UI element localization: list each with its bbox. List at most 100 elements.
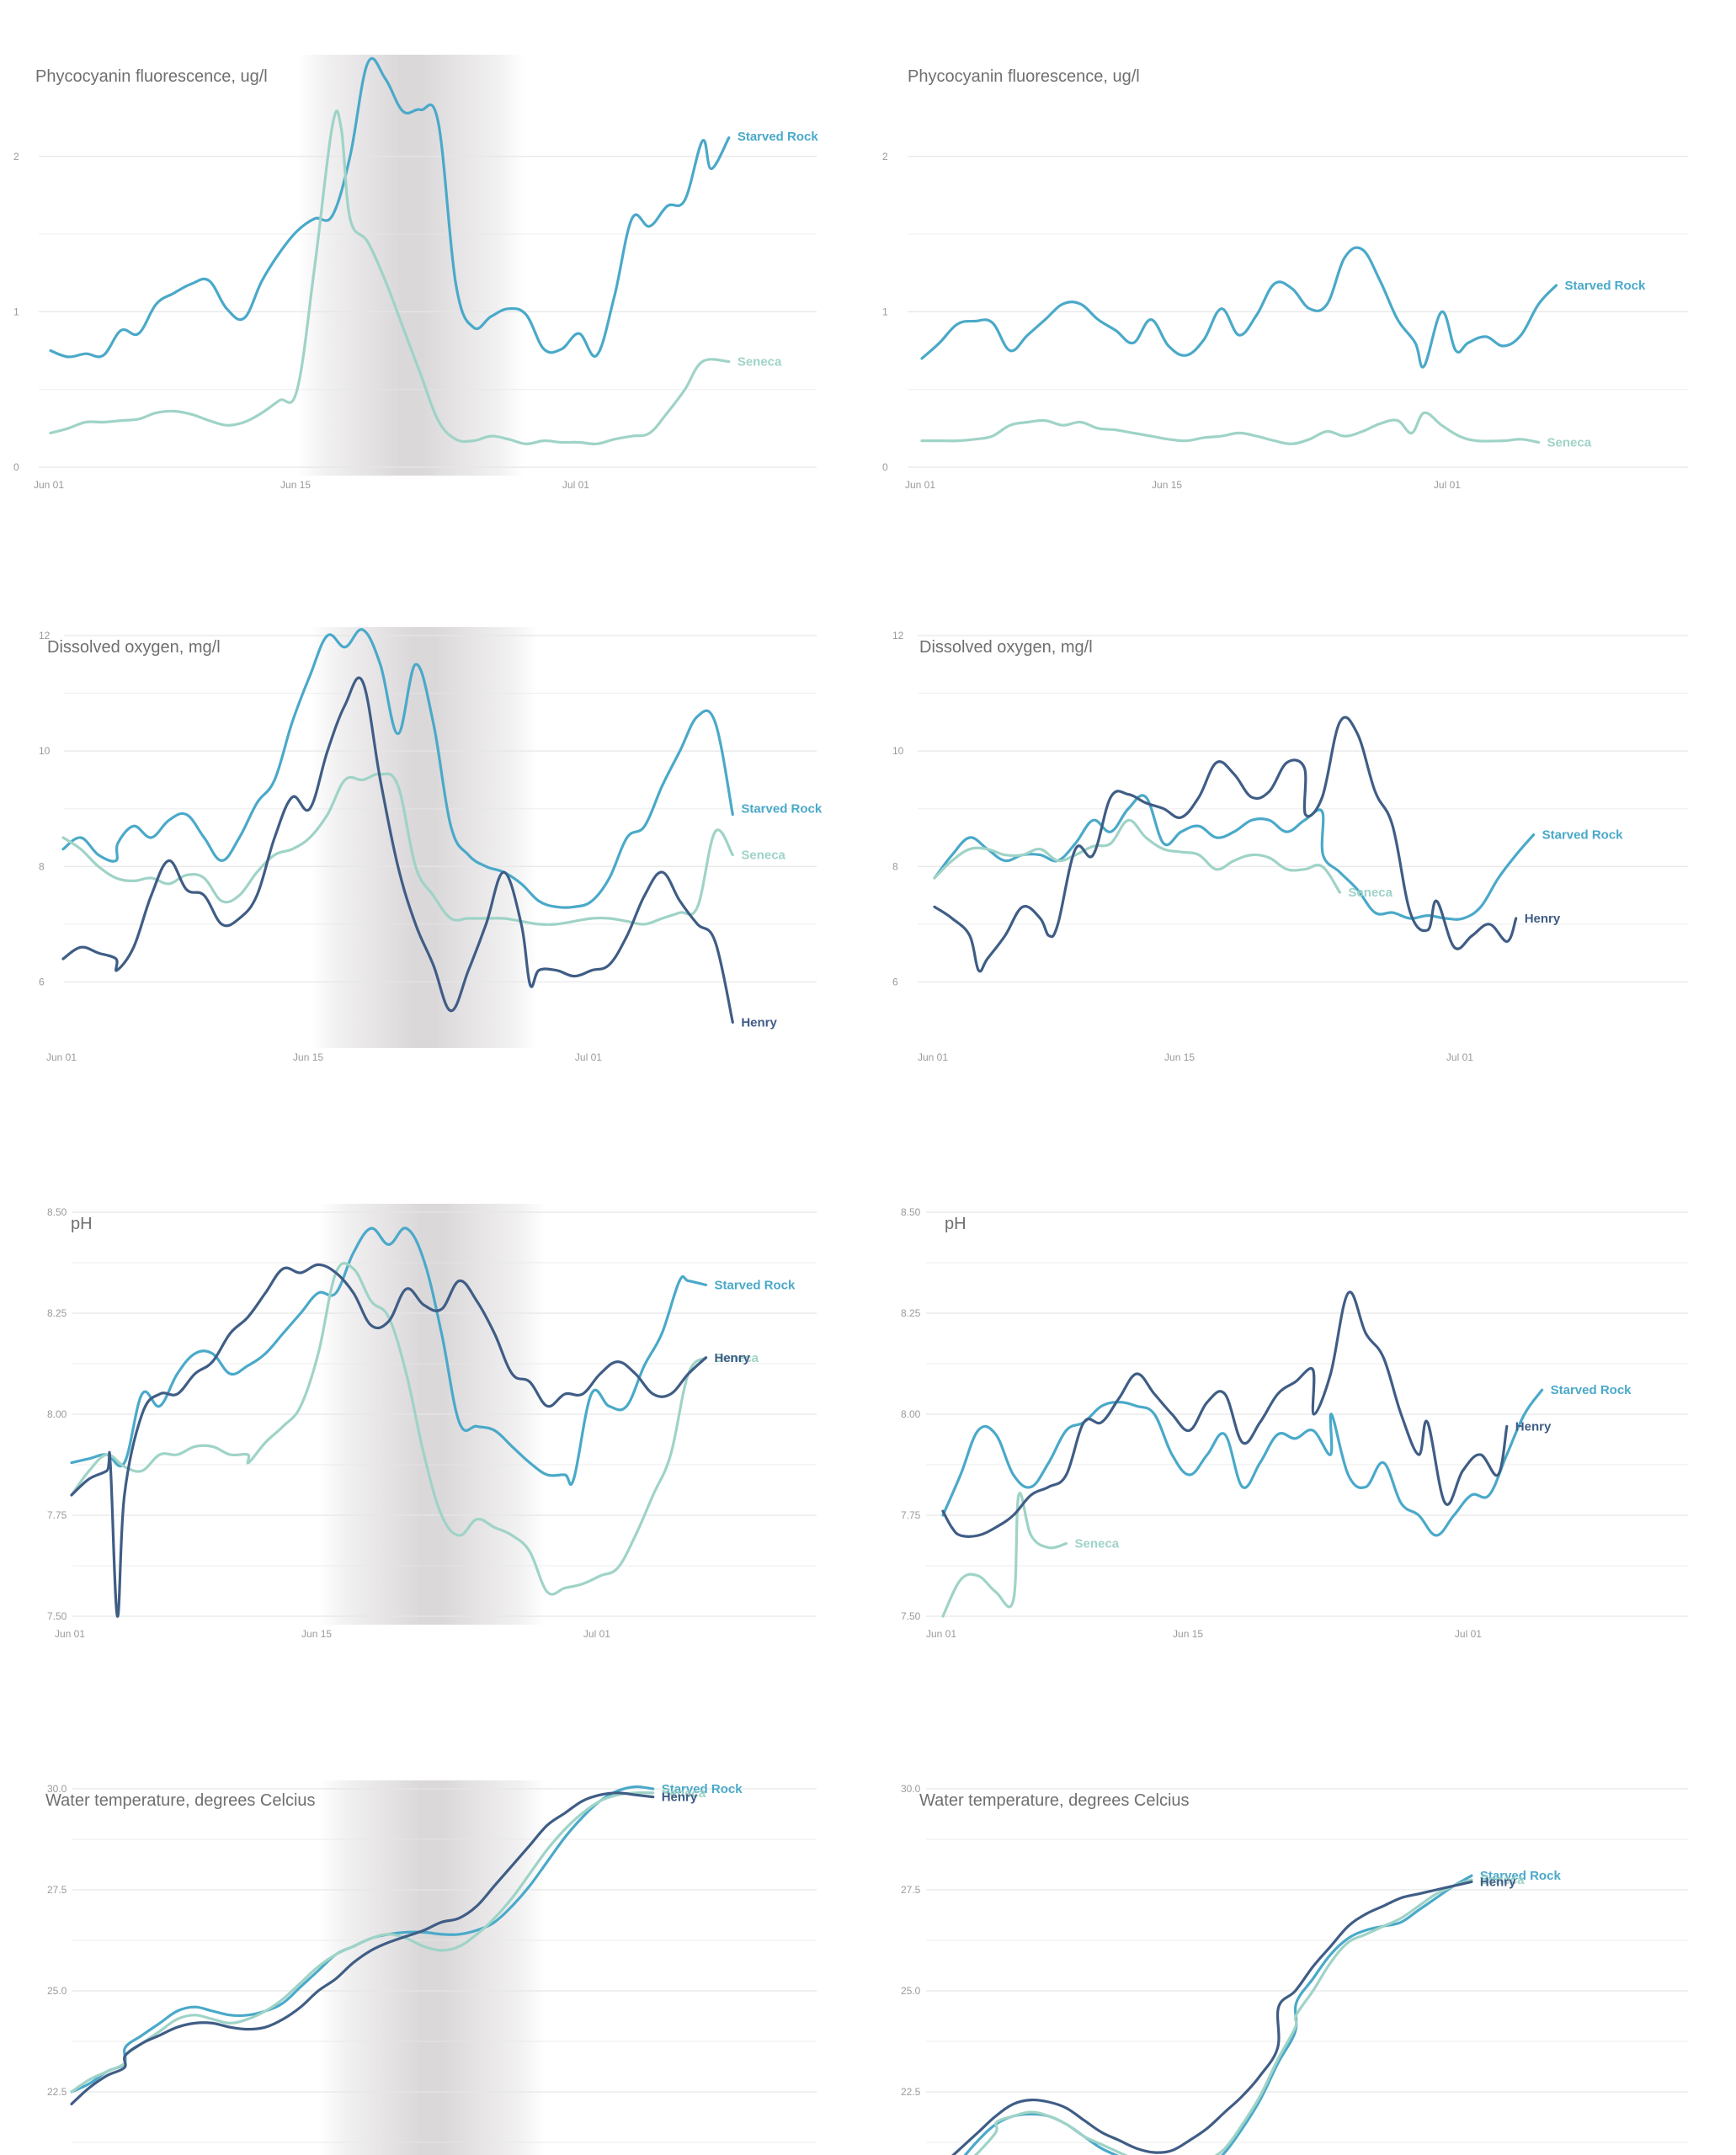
series-line-seneca (70, 1791, 655, 2094)
series-line-seneca (70, 1261, 708, 1596)
y-tick-label: 8.50 (901, 1206, 921, 1218)
series-line-starved-rock (933, 794, 1536, 921)
y-tick-label: 12 (39, 630, 51, 641)
series-line-henry (941, 1290, 1509, 1538)
y-tick-label: 12 (892, 630, 904, 641)
series-line-henry (951, 1880, 1473, 2155)
series-label-starved-rock: Starved Rock (1542, 828, 1624, 843)
series-line-seneca (973, 1878, 1473, 2155)
y-tick-label: 6 (39, 976, 45, 987)
x-tick-label: Jul 01 (1434, 479, 1461, 491)
chart-title: pH (945, 1215, 967, 1233)
y-tick-label: 27.5 (901, 1884, 921, 1896)
series-label-henry: Henry (741, 1015, 777, 1030)
y-tick-label: 8 (892, 860, 898, 872)
series-label-henry: Henry (714, 1351, 750, 1365)
x-tick-label: Jun 01 (55, 1628, 85, 1640)
series-line-henry (70, 1791, 655, 2105)
y-tick-label: 0 (882, 461, 888, 473)
y-tick-label: 30.0 (901, 1783, 921, 1795)
series-label-starved-rock: Starved Rock (1480, 1869, 1562, 1883)
series-label-henry: Henry (662, 1791, 698, 1805)
series-label-seneca: Seneca (741, 849, 785, 863)
series-label-seneca: Seneca (1348, 886, 1393, 900)
y-tick-label: 7.75 (47, 1509, 67, 1521)
y-tick-label: 22.5 (47, 2086, 67, 2098)
series-line-starved-rock (49, 56, 731, 359)
x-tick-label: Jun 15 (1152, 479, 1182, 491)
series-label-seneca: Seneca (1075, 1537, 1120, 1551)
series-label-seneca: Seneca (1547, 435, 1592, 450)
y-tick-label: 10 (39, 745, 51, 757)
series-line-henry (61, 676, 734, 1024)
series-line-starved-rock (61, 628, 734, 909)
series-label-seneca: Seneca (662, 1786, 706, 1801)
series-line-henry (70, 1263, 708, 1618)
y-tick-label: 7.50 (901, 1610, 921, 1622)
series-label-starved-rock: Starved Rock (741, 802, 823, 817)
x-tick-label: Jun 01 (905, 479, 935, 491)
chart-panel-1: 0 1 2 Jun 01 Jun 15 Jul 01 Phycocyanin fluores… (13, 55, 818, 491)
y-tick-label: 1 (882, 306, 888, 317)
x-tick-label: Jul 01 (1446, 1051, 1473, 1063)
y-tick-label: 2 (13, 151, 19, 162)
series-line-seneca (933, 818, 1341, 894)
y-tick-label: 8 (39, 860, 45, 872)
y-tick-label: 8.25 (901, 1307, 921, 1319)
x-tick-label: Jul 01 (575, 1051, 602, 1063)
x-tick-label: Jun 01 (46, 1051, 77, 1063)
chart-title: Phycocyanin fluorescence, ug/l (35, 67, 268, 86)
highlight-band (310, 627, 538, 1048)
series-line-seneca (49, 109, 731, 446)
y-tick-label: 7.75 (901, 1509, 921, 1521)
series-label-seneca: Seneca (714, 1351, 759, 1365)
y-tick-label: 7.50 (47, 1610, 67, 1622)
x-tick-label: Jul 01 (583, 1628, 610, 1640)
y-tick-label: 22.5 (901, 2086, 921, 2098)
chart-title: Water temperature, degrees Celcius (45, 1791, 316, 1810)
series-line-seneca (920, 411, 1541, 445)
chart-panel-4: 6 8 10 12 Jun 01 Jun 15 Jul 01 Dissolved oxygen… (892, 630, 1688, 1063)
x-tick-label: Jun 01 (926, 1628, 956, 1640)
series-label-seneca: Seneca (738, 354, 782, 369)
y-tick-label: 25.0 (47, 1985, 67, 1997)
series-label-henry: Henry (1480, 1875, 1516, 1889)
x-tick-label: Jun 01 (918, 1051, 948, 1063)
series-label-starved-rock: Starved Rock (1564, 279, 1646, 293)
y-tick-label: 8.25 (47, 1307, 67, 1319)
chart-panel-3: 6 8 10 12 Jun 01 Jun 15 Jul 01 Dissolved oxygen… (39, 627, 823, 1063)
x-tick-label: Jul 01 (1455, 1628, 1482, 1640)
x-tick-label: Jun 15 (1164, 1051, 1195, 1063)
chart-title: Dissolved oxygen, mg/l (47, 638, 221, 657)
chart-panel-2: 0 1 2 Jun 01 Jun 15 Jul 01 Phycocyanin fluores… (882, 67, 1688, 491)
x-tick-label: Jun 01 (34, 479, 64, 491)
series-label-starved-rock: Starved Rock (1551, 1383, 1632, 1397)
y-tick-label: 8.00 (47, 1408, 67, 1420)
x-tick-label: Jun 15 (280, 479, 311, 491)
y-tick-label: 2 (882, 151, 888, 162)
series-line-seneca (941, 1492, 1068, 1618)
chart-title: pH (71, 1215, 93, 1233)
y-tick-label: 8.00 (901, 1408, 921, 1420)
series-label-starved-rock: Starved Rock (662, 1782, 743, 1796)
series-line-seneca (61, 772, 734, 926)
series-label-henry: Henry (1525, 912, 1561, 926)
y-tick-label: 30.0 (47, 1783, 67, 1795)
series-line-starved-rock (70, 1226, 708, 1487)
highlight-band (318, 1780, 546, 2155)
x-tick-label: Jun 15 (1173, 1628, 1203, 1640)
chart-title: Water temperature, degrees Celcius (919, 1791, 1190, 1810)
chart-panel-5: 7.50 7.75 8.00 8.25 8.50 Jun 01 Jun 15 Jul 01 pH… (47, 1204, 817, 1640)
y-tick-label: 8.50 (47, 1206, 67, 1218)
series-label-starved-rock: Starved Rock (738, 130, 819, 144)
series-label-seneca: Seneca (1480, 1873, 1525, 1887)
y-tick-label: 1 (13, 306, 19, 317)
y-tick-label: 6 (892, 976, 898, 987)
highlight-band (297, 55, 525, 476)
series-line-starved-rock (920, 246, 1558, 369)
chart-panel-6: 7.50 7.75 8.00 8.25 8.50 Jun 01 Jun 15 Jul 01 pH… (901, 1206, 1688, 1640)
series-label-starved-rock: Starved Rock (714, 1278, 796, 1292)
series-label-henry: Henry (1515, 1419, 1552, 1434)
